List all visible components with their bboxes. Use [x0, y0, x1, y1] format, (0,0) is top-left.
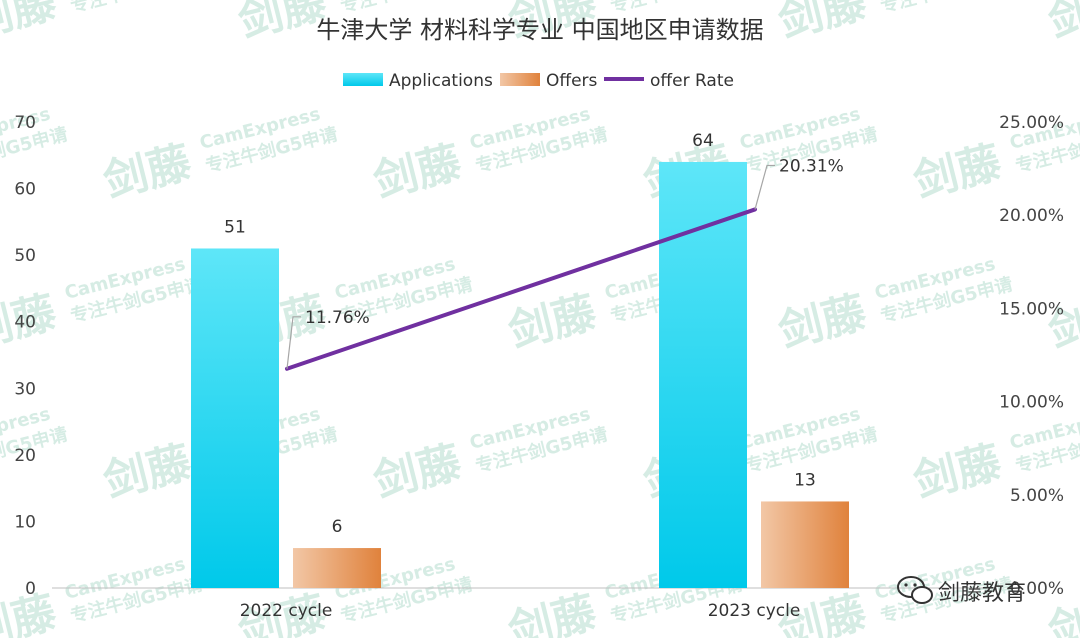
watermark-logo-text: 剑藤 [504, 587, 602, 638]
right-tick-label: 0.00% [1010, 579, 1064, 599]
left-tick-label: 70 [14, 113, 36, 133]
left-tick-label: 40 [14, 313, 36, 333]
watermark-slogan-text: 专注牛剑G5申请 [878, 0, 1015, 17]
leader-line-offer-rate [754, 164, 775, 210]
data-label-applications: 64 [692, 131, 714, 151]
watermark-logo-text: 剑藤 [369, 137, 467, 208]
right-tick-label: 20.00% [999, 206, 1064, 226]
x-tick-label: 2023 cycle [708, 601, 801, 621]
legend-label-applications: Applications [389, 71, 493, 91]
brand-mark: 剑藤教育 [897, 576, 1026, 606]
right-tick-label: 5.00% [1010, 486, 1064, 506]
bar-offers [293, 548, 381, 588]
leader-line-offer-rate [286, 316, 301, 369]
right-tick-label: 10.00% [999, 393, 1064, 413]
watermark-logo-text: 剑藤 [909, 137, 1007, 208]
watermark-logo-text: 剑藤 [1044, 0, 1080, 48]
watermark-logo-text: 剑藤 [774, 287, 872, 358]
legend-swatch-applications [343, 73, 383, 86]
data-label-applications: 51 [224, 217, 246, 237]
left-tick-label: 60 [14, 180, 36, 200]
data-label-offer-rate: 20.31% [779, 156, 844, 176]
watermark-logo-text: 剑藤 [774, 0, 872, 48]
chat-bubble-icon [897, 576, 933, 604]
left-tick-label: 50 [14, 246, 36, 266]
watermark-logo-text: 剑藤 [99, 437, 197, 508]
bar-applications [191, 248, 279, 588]
watermark-slogan-text: 专注牛剑G5申请 [338, 0, 475, 17]
left-tick-label: 10 [14, 512, 36, 532]
line-offer-rate [285, 207, 757, 371]
watermark-logo-text: 剑藤 [1044, 287, 1080, 358]
data-label-offer-rate: 11.76% [305, 308, 370, 328]
x-tick-label: 2022 cycle [240, 601, 333, 621]
chart-title: 牛津大学 材料科学专业 中国地区申请数据 [316, 16, 763, 44]
watermark-logo-text: 剑藤 [0, 0, 61, 48]
bar-applications [659, 161, 747, 588]
watermark-slogan-text: 专注牛剑G5申请 [68, 0, 205, 17]
right-tick-label: 25.00% [999, 113, 1064, 133]
right-tick-label: 15.00% [999, 299, 1064, 319]
watermark-logo-text: 剑藤 [369, 437, 467, 508]
legend-label-offers: Offers [546, 71, 598, 91]
legend-label-offer-rate: offer Rate [650, 71, 734, 91]
left-tick-label: 20 [14, 446, 36, 466]
data-label-offers: 6 [332, 517, 343, 537]
watermark-logo-text: 剑藤 [504, 287, 602, 358]
left-tick-label: 0 [25, 579, 36, 599]
legend-swatch-offers [500, 73, 540, 86]
watermark-logo-text: 剑藤 [99, 137, 197, 208]
watermark-logo-text: 剑藤 [909, 437, 1007, 508]
data-label-offers: 13 [794, 470, 816, 490]
legend: Applications Offers offer Rate [343, 71, 734, 91]
bar-offers [761, 501, 849, 588]
left-tick-label: 30 [14, 379, 36, 399]
watermark-slogan-text: 专注牛剑G5申请 [608, 0, 745, 17]
brand-label: 剑藤教育 [938, 581, 1026, 606]
